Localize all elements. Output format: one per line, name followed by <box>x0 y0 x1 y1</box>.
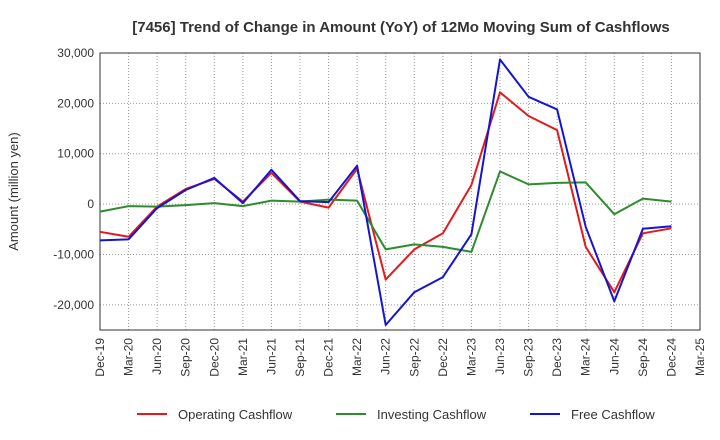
legend-label: Operating Cashflow <box>178 407 293 422</box>
x-tick-label: Dec-23 <box>550 338 564 377</box>
x-tick-label: Sep-22 <box>407 338 421 377</box>
y-axis-label: Amount (million yen) <box>6 132 21 251</box>
x-tick-label: Mar-25 <box>693 338 707 376</box>
x-tick-label: Mar-21 <box>236 338 250 376</box>
x-tick-label: Jun-22 <box>379 338 393 375</box>
x-tick-label: Dec-21 <box>322 338 336 377</box>
y-tick-label: 20,000 <box>57 96 94 110</box>
x-tick-label: Dec-24 <box>664 338 678 377</box>
x-tick-label: Jun-24 <box>607 338 621 375</box>
y-tick-label: 30,000 <box>57 46 94 60</box>
y-tick-label: 0 <box>87 197 94 211</box>
legend: Operating Cashflow Investing Cashflow Free… <box>137 407 655 422</box>
x-tick-label: Sep-20 <box>179 338 193 377</box>
x-tick-label: Mar-20 <box>122 338 136 376</box>
plot-area <box>99 52 701 331</box>
x-tick-label: Sep-21 <box>293 338 307 377</box>
chart-title: [7456] Trend of Change in Amount (YoY) o… <box>132 19 670 36</box>
x-tick-label: Jun-21 <box>264 338 278 375</box>
x-axis-ticks: Dec-19 Mar-20 Jun-20 Sep-20 Dec-20 Mar-21 Jun-… <box>93 338 707 377</box>
legend-label: Free Cashflow <box>571 407 655 422</box>
x-tick-label: Mar-22 <box>350 338 364 376</box>
x-tick-label: Dec-20 <box>207 338 221 377</box>
y-tick-label: 10,000 <box>57 147 94 161</box>
gridlines <box>99 52 701 330</box>
legend-label: Investing Cashflow <box>377 407 487 422</box>
series-lines <box>99 58 672 326</box>
x-tick-label: Sep-23 <box>522 338 536 377</box>
y-tick-label: -20,000 <box>53 298 94 312</box>
series-line-free-cashflow <box>99 58 672 326</box>
x-tick-label: Sep-24 <box>636 338 650 377</box>
x-tick-label: Dec-22 <box>436 338 450 377</box>
x-tick-label: Jun-20 <box>150 338 164 375</box>
x-tick-label: Mar-23 <box>464 338 478 376</box>
y-axis-ticks: 30,000 20,000 10,000 0 -10,000 -20,000 <box>53 46 94 312</box>
series-line-investing-cashflow <box>99 170 672 253</box>
x-tick-label: Jun-23 <box>493 338 507 375</box>
x-tick-label: Dec-19 <box>93 338 107 377</box>
x-tick-label: Mar-24 <box>579 338 593 376</box>
y-tick-label: -10,000 <box>53 247 94 261</box>
